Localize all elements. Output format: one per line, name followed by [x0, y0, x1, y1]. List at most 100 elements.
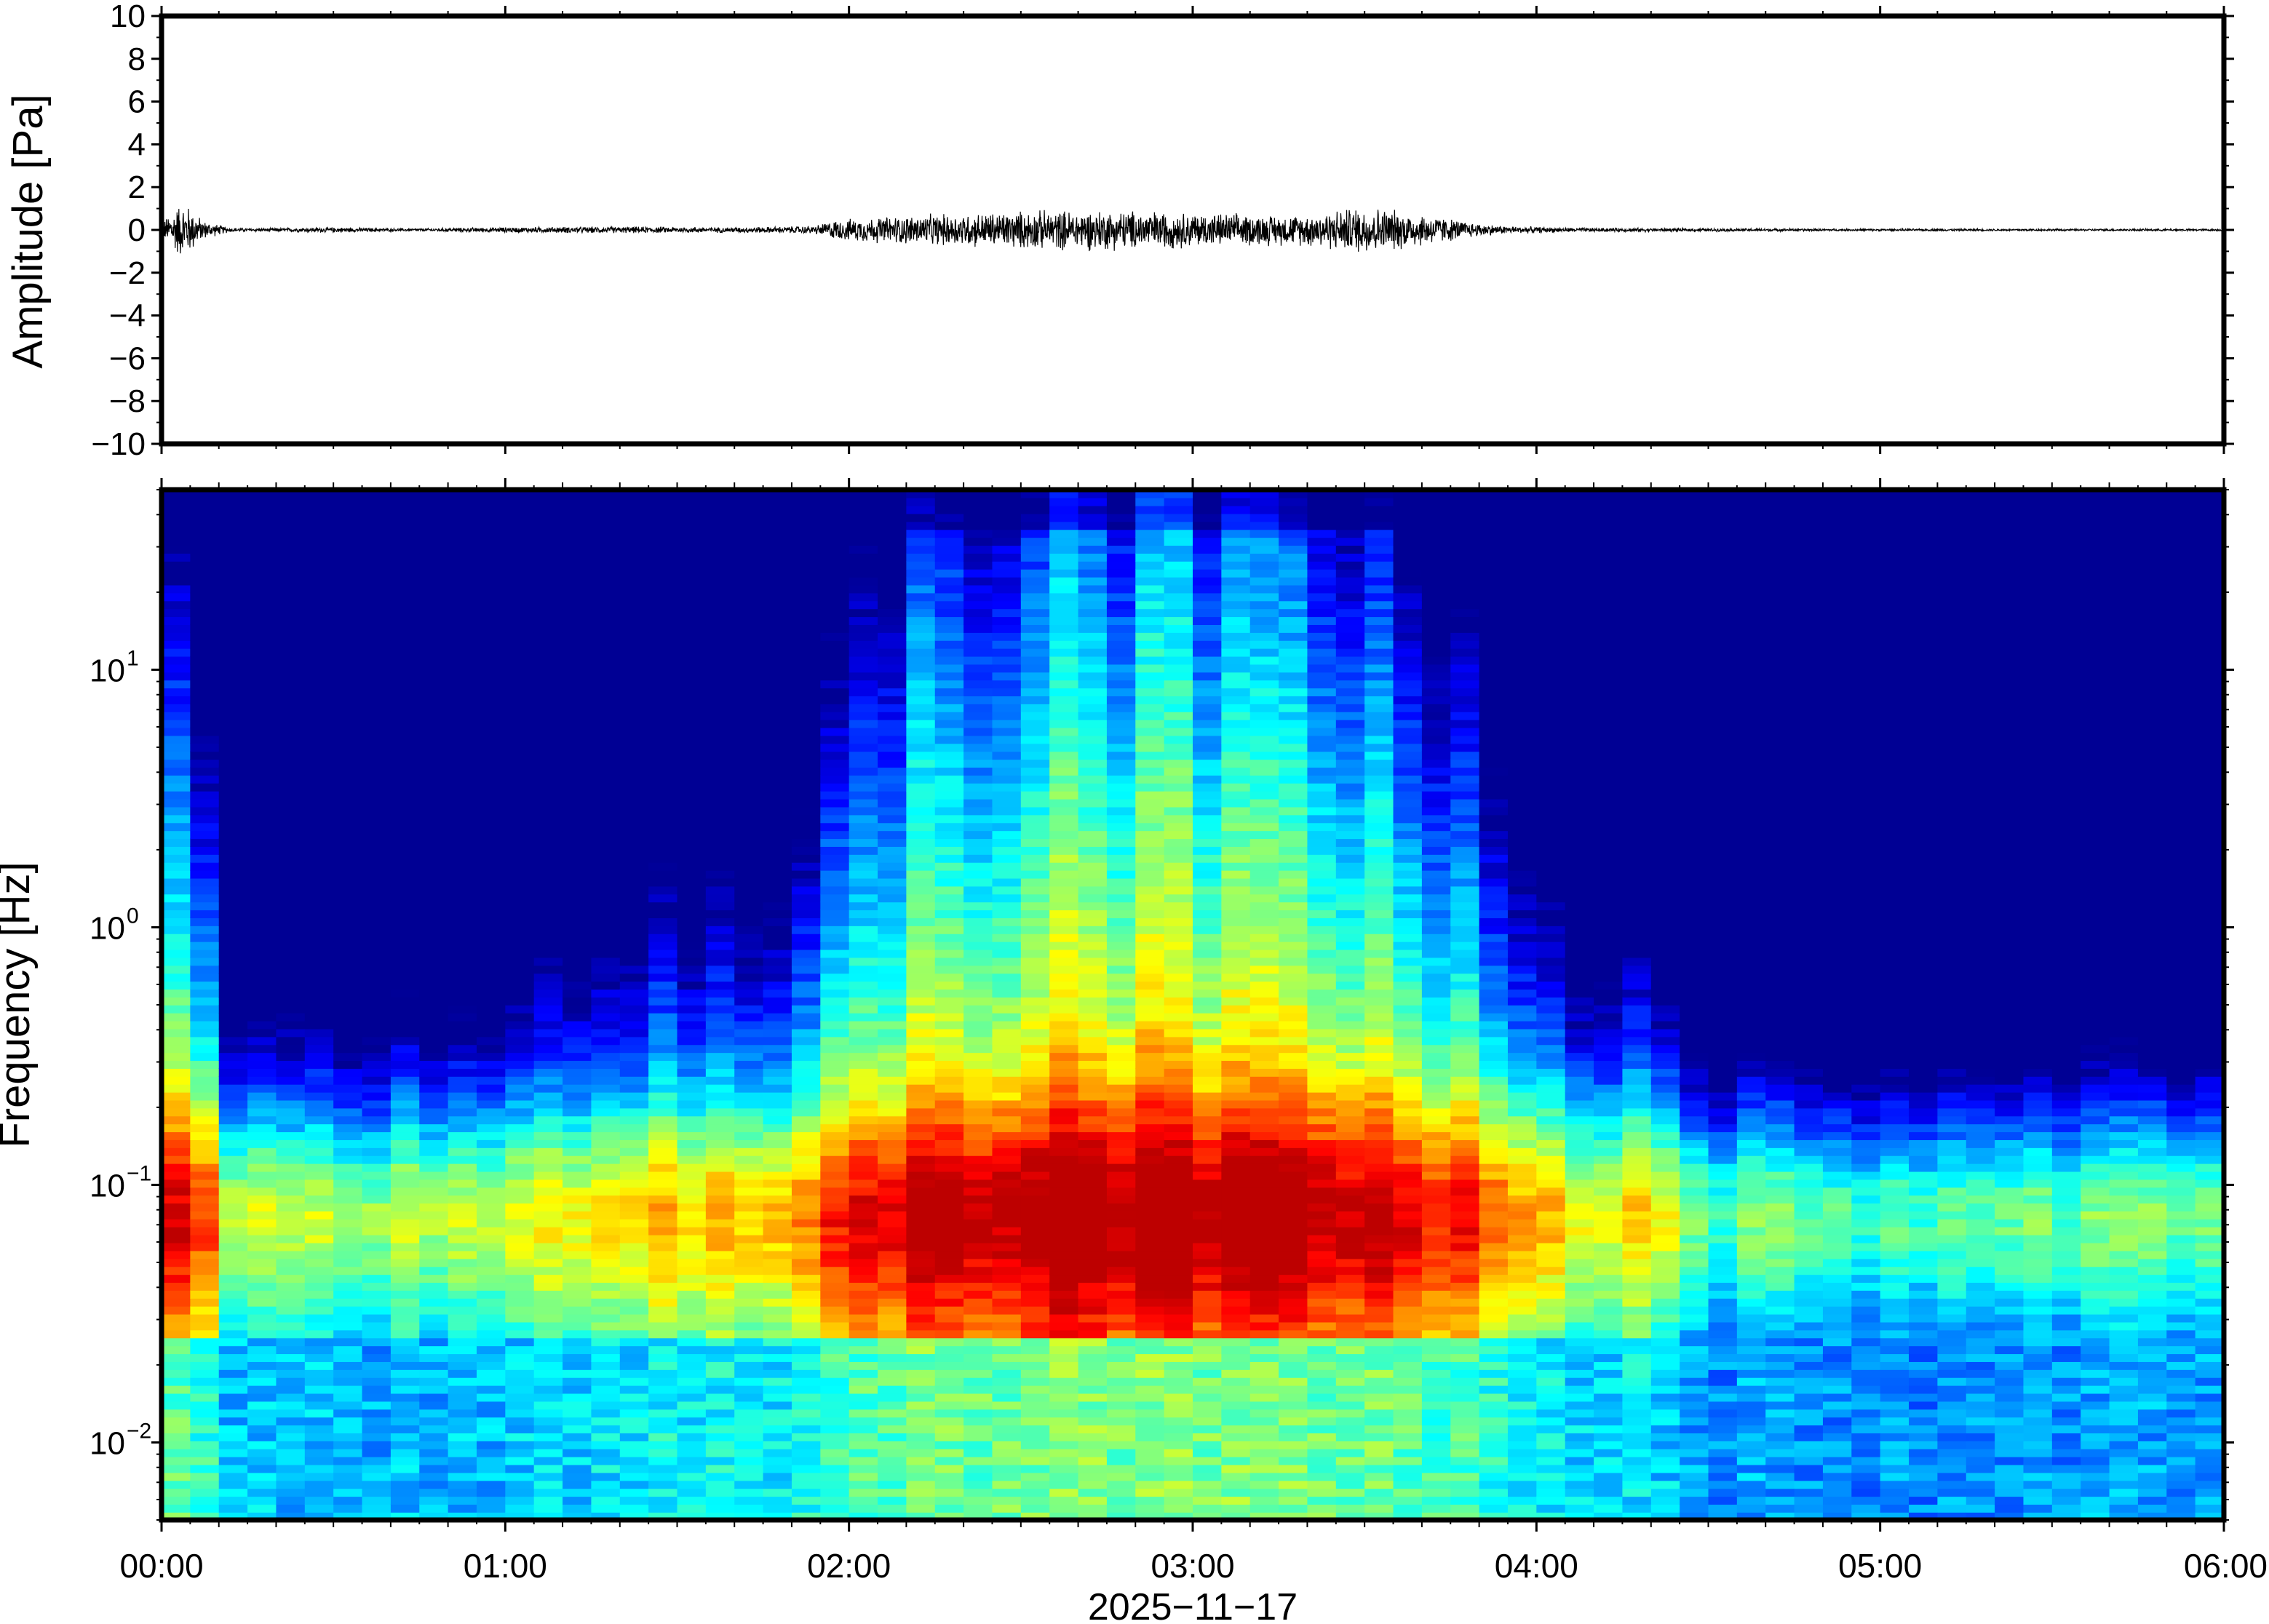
- spectrogram-cell: [1078, 783, 1108, 792]
- spectrogram-cell: [619, 918, 649, 926]
- spectrogram-cell: [1164, 704, 1193, 712]
- spectrogram-cell: [1221, 1448, 1251, 1457]
- spectrogram-cell: [648, 1266, 678, 1275]
- spectrogram-cell: [1020, 719, 1050, 728]
- spectrogram-cell: [533, 973, 563, 982]
- spectrogram-cell: [648, 1044, 678, 1054]
- spectrogram-cell: [849, 1044, 878, 1054]
- spectrogram-cell: [162, 767, 191, 776]
- spectrogram-cell: [276, 901, 306, 911]
- spectrogram-cell: [1106, 1131, 1137, 1140]
- spectrogram-cell: [791, 576, 822, 586]
- spectrogram-cell: [505, 877, 535, 887]
- spectrogram-cell: [1221, 656, 1251, 665]
- spectrogram-cell: [304, 513, 334, 522]
- spectrogram-cell: [333, 568, 363, 578]
- spectrogram-cell: [591, 1234, 621, 1243]
- spectrogram-cell: [1049, 1417, 1079, 1426]
- spectrogram-cell: [963, 1488, 993, 1497]
- spectrogram-cell: [849, 553, 878, 562]
- spectrogram-cell: [677, 1321, 707, 1331]
- spectrogram-cell: [820, 1147, 850, 1156]
- spectrogram-cell: [1249, 1393, 1279, 1402]
- spectrogram-cell: [419, 854, 449, 863]
- spectrogram-cell: [820, 1028, 850, 1038]
- spectrogram-cell: [247, 664, 277, 673]
- spectrogram-cell: [1078, 1195, 1108, 1204]
- spectrogram-cell: [820, 490, 850, 498]
- spectrogram-cell: [218, 553, 248, 562]
- spectrogram-cell: [390, 553, 421, 562]
- spectrogram-cell: [619, 957, 649, 966]
- spectrogram-cell: [1049, 1195, 1079, 1204]
- spectrogram-cell: [1078, 688, 1108, 696]
- spectrogram-cell: [992, 893, 1022, 903]
- spectrogram-cell: [791, 521, 822, 530]
- spectrogram-cell: [648, 1219, 678, 1227]
- spectrogram-cell: [390, 933, 421, 942]
- spectrogram-cell: [1135, 1005, 1165, 1014]
- spectrogram-cell: [791, 1005, 822, 1014]
- spectrogram-cell: [963, 814, 993, 824]
- spectrogram-cell: [763, 838, 792, 847]
- spectrogram-cell: [1049, 957, 1079, 966]
- spectrogram-cell: [849, 1131, 878, 1140]
- spectrogram-cell: [1020, 933, 1050, 942]
- spectrogram-cell: [218, 981, 248, 990]
- spectrogram-cell: [1164, 893, 1193, 903]
- spectrogram-cell: [992, 1433, 1022, 1441]
- spectrogram-cell: [992, 751, 1022, 760]
- spectrogram-cell: [390, 893, 421, 903]
- spectrogram-cell: [820, 1219, 850, 1227]
- spectrogram-cell: [362, 775, 392, 784]
- spectrogram-cell: [591, 680, 621, 689]
- spectrogram-cell: [1221, 933, 1251, 942]
- spectrogram-cell: [648, 640, 678, 649]
- spectrogram-cell: [505, 490, 535, 498]
- spectrogram-cell: [1164, 1211, 1193, 1219]
- spectrogram-cell: [849, 926, 878, 934]
- spectrogram-cell: [563, 767, 592, 776]
- spectrogram-cell: [1164, 830, 1193, 840]
- spectrogram-cell: [448, 1234, 477, 1243]
- spectrogram-cell: [1049, 1036, 1079, 1046]
- spectrogram-cell: [505, 1211, 535, 1219]
- spectrogram-cell: [677, 822, 707, 832]
- spectrogram-cell: [505, 1496, 535, 1505]
- spectrogram-cell: [1106, 616, 1137, 625]
- spectrogram-cell: [1135, 759, 1165, 768]
- spectrogram-cell: [1135, 1163, 1165, 1172]
- spectrogram-cell: [1193, 869, 1223, 879]
- spectrogram-cell: [1164, 1504, 1193, 1513]
- spectrogram-cell: [162, 957, 191, 966]
- spectrogram-cell: [1078, 545, 1108, 554]
- spectrogram-cell: [849, 1076, 878, 1085]
- spectrogram-cell: [906, 1179, 936, 1188]
- spectrogram-cell: [362, 1480, 392, 1489]
- spectrogram-cell: [934, 704, 964, 712]
- spectrogram-cell: [1049, 1290, 1079, 1299]
- spectrogram-cell: [934, 783, 964, 792]
- spectrogram-cell: [1221, 941, 1251, 950]
- spectrogram-cell: [190, 1480, 220, 1489]
- spectrogram-cell: [162, 1179, 191, 1188]
- spectrogram-cell: [448, 1425, 477, 1433]
- spectrogram-cell: [1135, 1393, 1165, 1402]
- spectrogram-cell: [276, 941, 306, 950]
- spectrogram-cell: [390, 696, 421, 704]
- spectrogram-cell: [419, 759, 449, 768]
- spectrogram-cell: [648, 1091, 678, 1101]
- spectrogram-cell: [1078, 830, 1108, 840]
- spectrogram-cell: [677, 1155, 707, 1164]
- spectrogram-cell: [448, 1496, 477, 1505]
- spectrogram-cell: [190, 1313, 220, 1323]
- spectrogram-cell: [1221, 1504, 1251, 1513]
- spectrogram-cell: [1135, 640, 1165, 649]
- spectrogram-cell: [1193, 1425, 1223, 1433]
- spectrogram-cell: [390, 1266, 421, 1275]
- spectrogram-cell: [1049, 648, 1079, 657]
- spectrogram-cell: [304, 616, 334, 625]
- spectrogram-cell: [1106, 759, 1137, 768]
- spectrogram-cell: [390, 861, 421, 871]
- spectrogram-cell: [992, 1036, 1022, 1046]
